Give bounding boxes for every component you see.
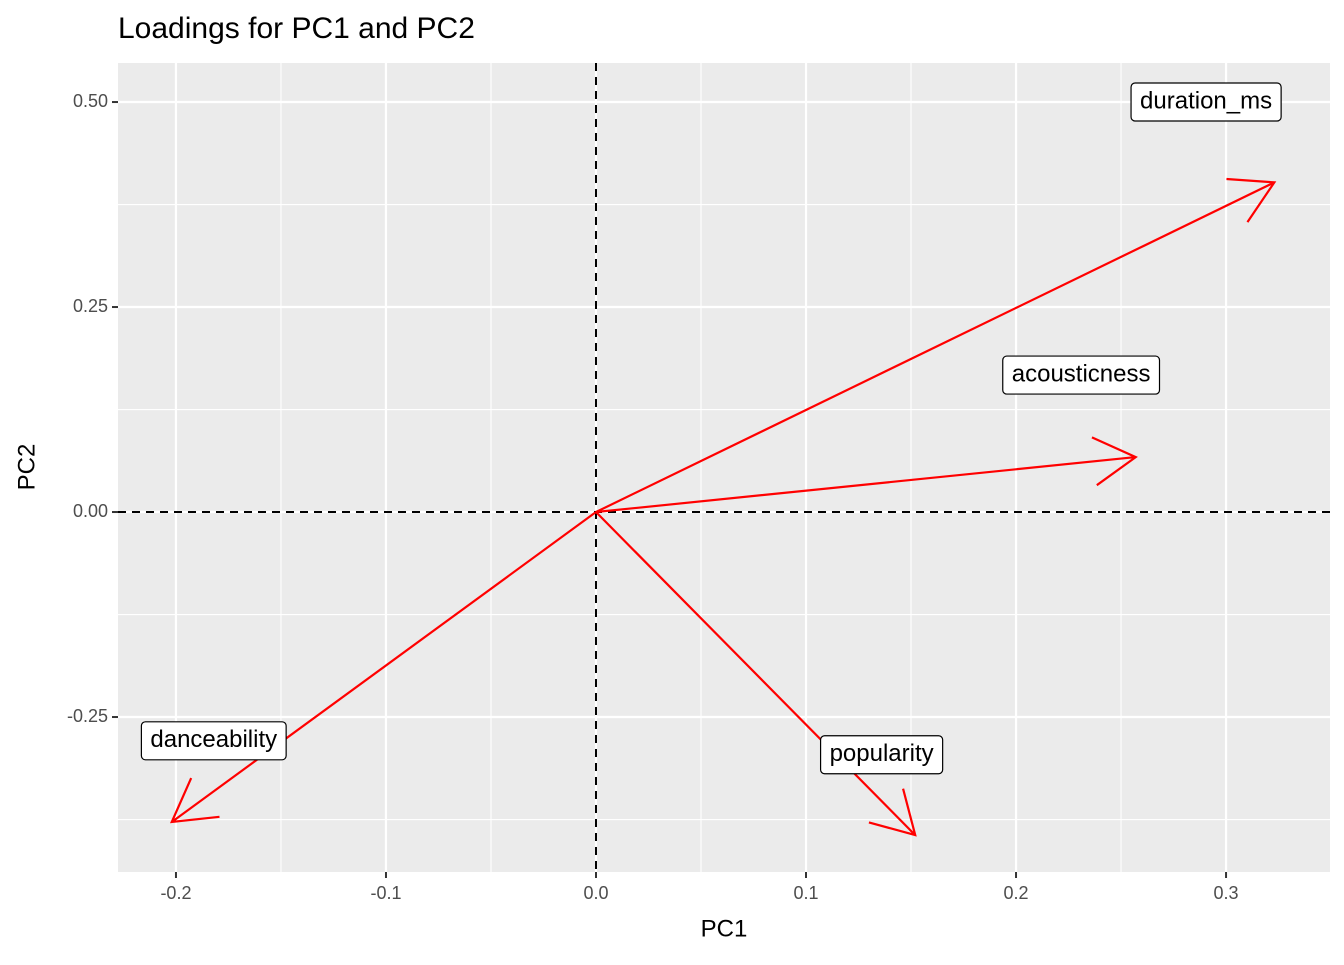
label-box: [140, 721, 287, 761]
y-axis-title: PC2: [13, 444, 40, 491]
loading-label: acousticness: [1012, 360, 1151, 387]
y-tick-label: -0.25: [67, 706, 108, 726]
label-box: [1130, 82, 1282, 122]
x-tick-label: 0.1: [793, 883, 818, 903]
y-tick-label: 0.00: [73, 501, 108, 521]
label-box: [819, 735, 944, 775]
y-tick-label: 0.25: [73, 296, 108, 316]
x-tick-label: -0.1: [370, 883, 401, 903]
loading-arrow: [595, 177, 1277, 514]
loading-label: danceability: [150, 726, 277, 753]
x-tick-label: 0.2: [1004, 883, 1029, 903]
loading-arrow: [595, 436, 1138, 514]
x-tick-label: 0.0: [583, 883, 608, 903]
loading-arrow: [595, 511, 917, 837]
x-tick-label: 0.3: [1214, 883, 1239, 903]
loading-arrow: [169, 511, 597, 824]
loading-label: duration_ms: [1140, 87, 1272, 114]
x-axis-title: PC1: [701, 915, 748, 942]
panel: [118, 63, 1330, 872]
chart-title: Loadings for PC1 and PC2: [118, 12, 475, 45]
x-tick-label: -0.2: [160, 883, 191, 903]
loading-label: popularity: [830, 740, 934, 767]
label-box: [1002, 355, 1161, 395]
y-tick-label: 0.50: [73, 91, 108, 111]
